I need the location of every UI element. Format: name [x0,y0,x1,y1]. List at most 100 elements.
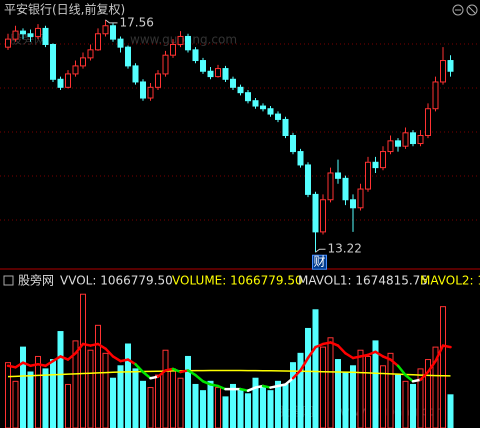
candle-body [387,140,394,153]
vvol-segment [404,373,415,383]
vvol-segment [171,367,182,374]
candle-body [342,177,349,201]
volume-bar [57,331,64,428]
candle-body [312,193,319,233]
vvol-segment [336,344,347,355]
candle-body [5,38,11,48]
volume-bar [102,352,109,428]
candle-body [155,73,161,88]
volume-bar [342,371,349,428]
volume-bar [132,368,139,428]
volume-bar [207,380,214,428]
vvol-segment [149,375,160,380]
vvol-segment [156,369,167,378]
vvol-segment [434,344,445,363]
vvol-segment [299,356,310,372]
volume-bar [72,340,79,428]
volume-bar [260,387,266,428]
badge: 财 [313,255,325,269]
volume-bar [267,390,274,428]
candle-body [335,172,341,179]
vvol-segment [6,364,17,369]
vvol-segment [374,350,385,358]
indicator-value: MAVOL2: 1 [420,274,480,288]
volume-bar [252,377,259,428]
vvol-segment [141,370,152,380]
candle-body [365,161,371,190]
volume-bar [327,337,334,428]
indicator-icon [3,275,14,286]
vvol-segment [89,342,100,347]
vvol-segment [246,386,257,392]
volume-bar [222,396,229,428]
candle-body [207,70,214,78]
vvol-segment [344,352,355,360]
volume-bar [282,383,289,428]
volume-bar [290,362,296,428]
vvol-segment [36,362,47,368]
volume-bar [320,346,326,428]
high-label: 17.56 [120,15,154,29]
candle-body [35,27,41,37]
vvol-segment [291,369,302,380]
candle-body [72,65,79,75]
candle-body [425,108,431,136]
volume-bar [432,346,439,428]
candle-body [237,86,244,94]
vvol-segment [126,358,137,366]
vvol-segment [164,367,175,372]
vvol-segment [201,380,212,386]
window-buttons[interactable] [452,4,478,16]
candle-body [117,38,124,48]
vvol-segment [239,387,250,392]
vvol-segment [119,358,130,363]
volume-bar [80,293,86,428]
candle-body [267,108,274,115]
candle-body [185,35,191,51]
volume-bar [410,383,416,428]
candle-body [80,57,86,67]
candle-body [42,27,49,45]
vvol-segment [441,344,452,349]
volume-bar [357,349,364,428]
volume-bar [305,327,311,428]
candle-body [110,25,116,40]
volume-bar [20,346,26,428]
vvol-segment [321,341,332,346]
vvol-segment [14,361,25,369]
volume-bar [297,352,304,428]
volume-bar [312,309,319,428]
vvol-segment [426,359,437,374]
candle-body [222,68,229,80]
candle-body [230,78,236,88]
vvol-segment [51,355,62,363]
vvol-segment [186,369,197,377]
volume-bar [140,380,146,428]
candle-body [410,132,416,145]
candle-body [282,118,289,136]
candle-body [140,81,146,99]
indicator-name: 股旁网 [18,273,54,288]
candle-body [192,49,199,62]
volume-bar [447,394,454,428]
volume-bar [110,377,116,428]
vvol-segment [81,342,92,347]
vvol-segment [216,384,227,391]
vvol-segment [134,362,145,374]
candle-body [252,100,259,107]
low-pointer [315,248,326,253]
vvol-segment [359,353,370,358]
candle-body [147,86,154,99]
volume-bar [65,383,71,428]
candle-body [102,25,109,35]
volume-bar [230,383,236,428]
indicator-value: VVOL: 1066779.50 [60,274,173,288]
candle-body [57,78,64,88]
volume-bar [365,355,371,428]
volume-bar [35,355,41,428]
candle-body [200,60,206,72]
volume-bar [95,324,101,428]
candle-body [417,135,424,145]
volume-bar [87,349,94,428]
vvol-segment [254,384,265,389]
